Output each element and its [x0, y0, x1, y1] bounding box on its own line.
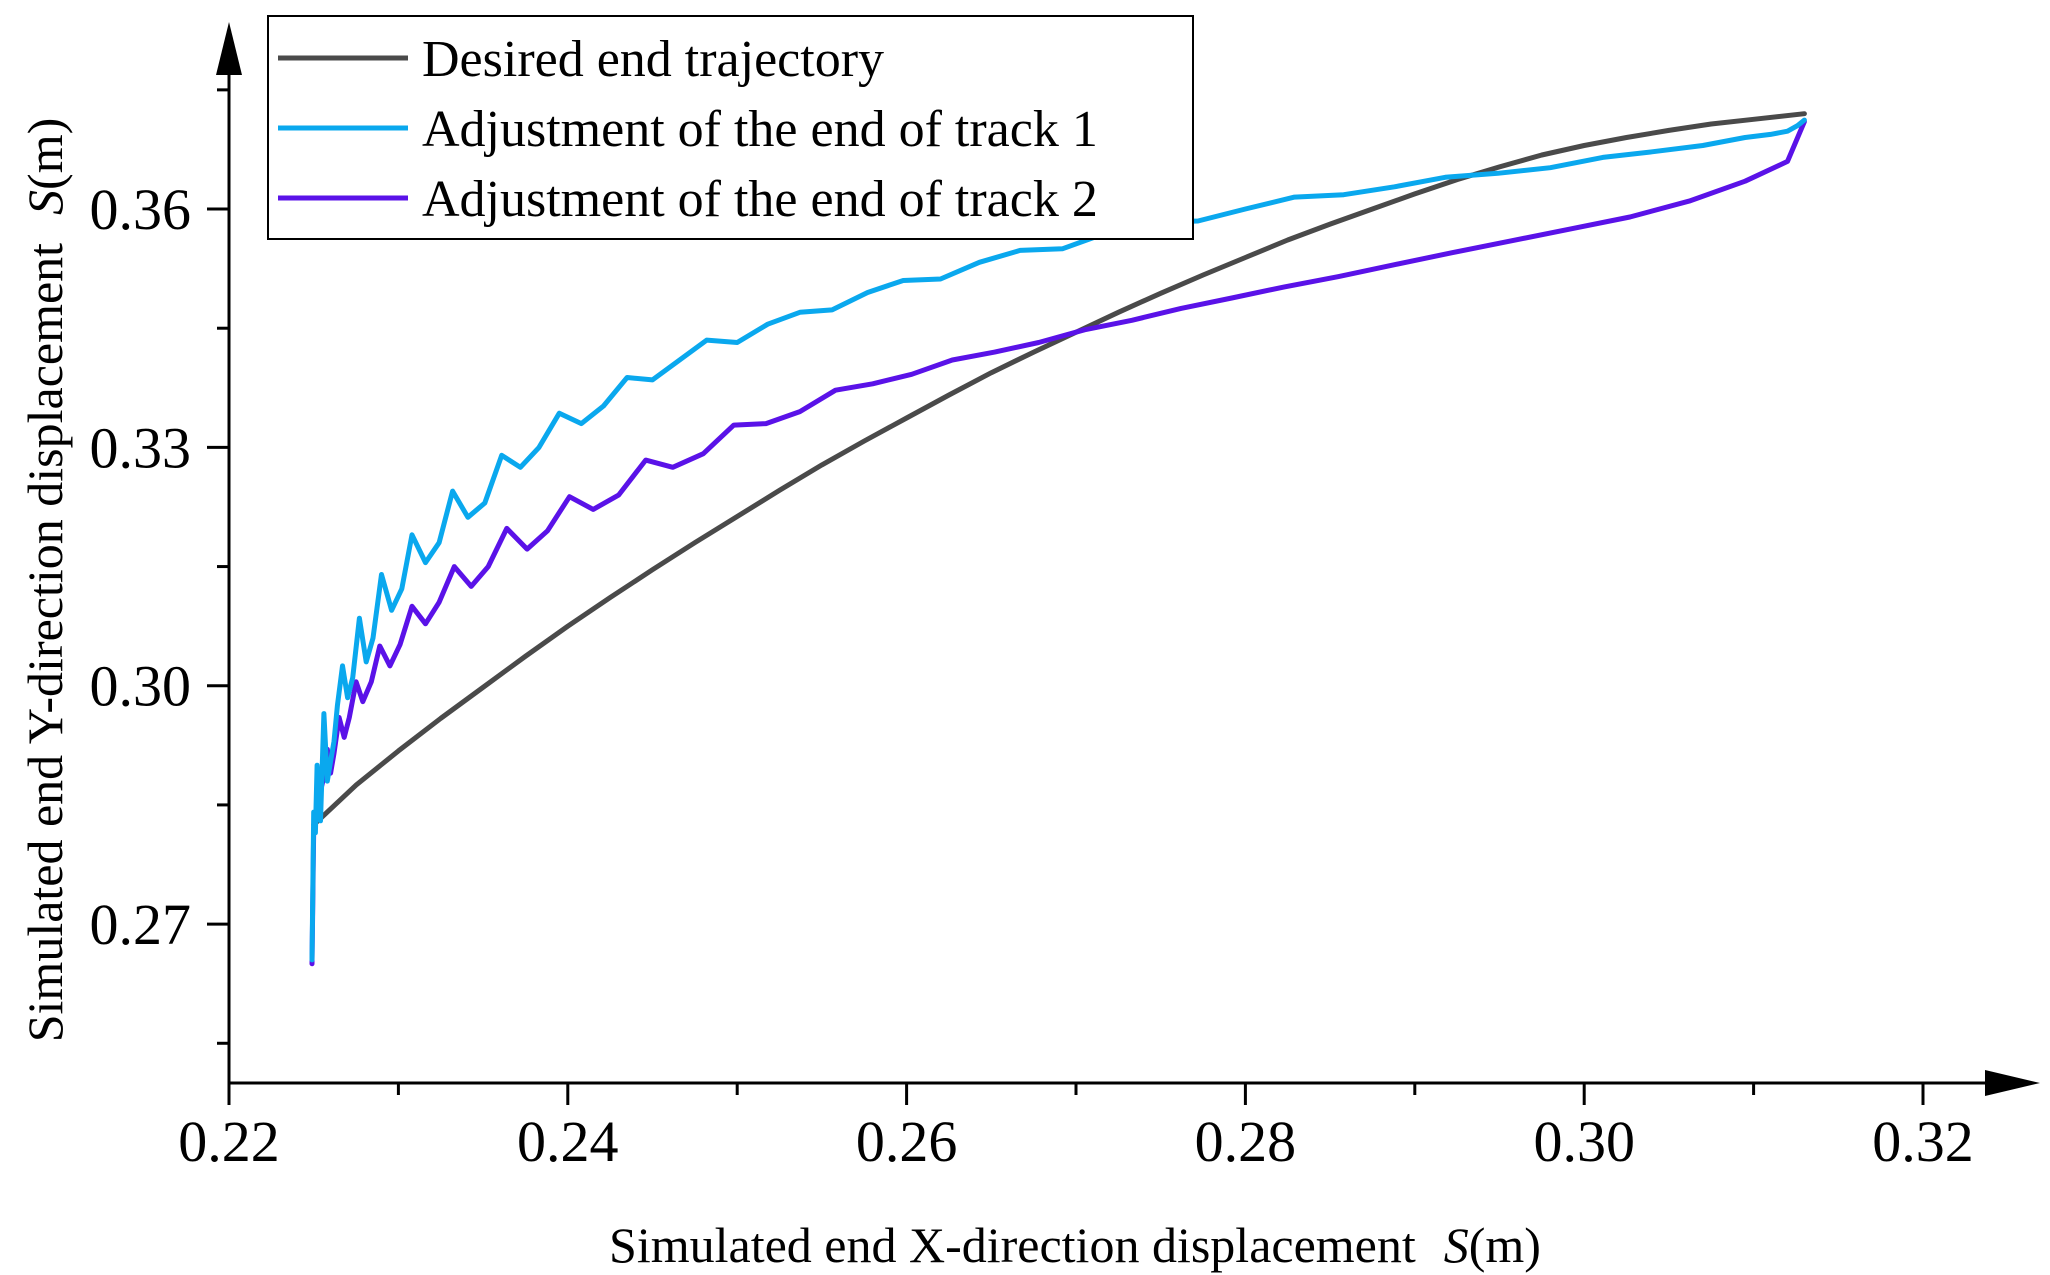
- series-layer: [309, 111, 1807, 967]
- y-tick-label: 0.27: [90, 892, 192, 957]
- y-axis-arrow: [216, 22, 242, 75]
- y-tick-label: 0.36: [90, 177, 192, 242]
- x-tick-label: 0.32: [1872, 1109, 1974, 1174]
- x-axis-title-symbol: S: [1444, 1217, 1469, 1273]
- ticks-layer: 0.22 0.24 0.26 0.28 0.30 0.32 0.27 0.30 0.33 0.36: [90, 88, 1974, 1174]
- y-axis-title-text: Simulated end Y-direction displacement: [17, 243, 73, 1042]
- y-tick-label: 0.33: [90, 415, 192, 480]
- series-line-track-1: [309, 117, 1807, 963]
- legend-label-track-1: Adjustment of the end of track 1: [422, 101, 1098, 158]
- x-tick-label: 0.24: [517, 1109, 619, 1174]
- y-axis-title-symbol: S: [17, 190, 73, 215]
- legend-label-desired: Desired end trajectory: [422, 31, 884, 88]
- y-axis-title-unit: (m): [17, 118, 73, 190]
- legend-box: [267, 15, 1194, 240]
- legend-label-track-2: Adjustment of the end of track 2: [422, 171, 1098, 228]
- x-axis-arrow: [1985, 1070, 2040, 1096]
- y-axis-title: Simulated end Y-direction displacement S(…: [17, 118, 73, 1043]
- series-line-desired: [311, 111, 1807, 828]
- legend: Desired end trajectory Adjustment of the…: [267, 15, 1194, 240]
- x-axis-title: Simulated end X-direction displacement S(…: [609, 1217, 1541, 1273]
- x-tick-label: 0.30: [1533, 1109, 1635, 1174]
- x-axis-title-unit: (m): [1469, 1217, 1541, 1273]
- y-tick-label: 0.30: [90, 654, 192, 719]
- x-tick-label: 0.22: [178, 1109, 280, 1174]
- series-line-track-2: [309, 119, 1807, 967]
- x-axis-title-text: Simulated end X-direction displacement: [609, 1217, 1416, 1273]
- x-tick-label: 0.28: [1195, 1109, 1297, 1174]
- x-tick-label: 0.26: [856, 1109, 958, 1174]
